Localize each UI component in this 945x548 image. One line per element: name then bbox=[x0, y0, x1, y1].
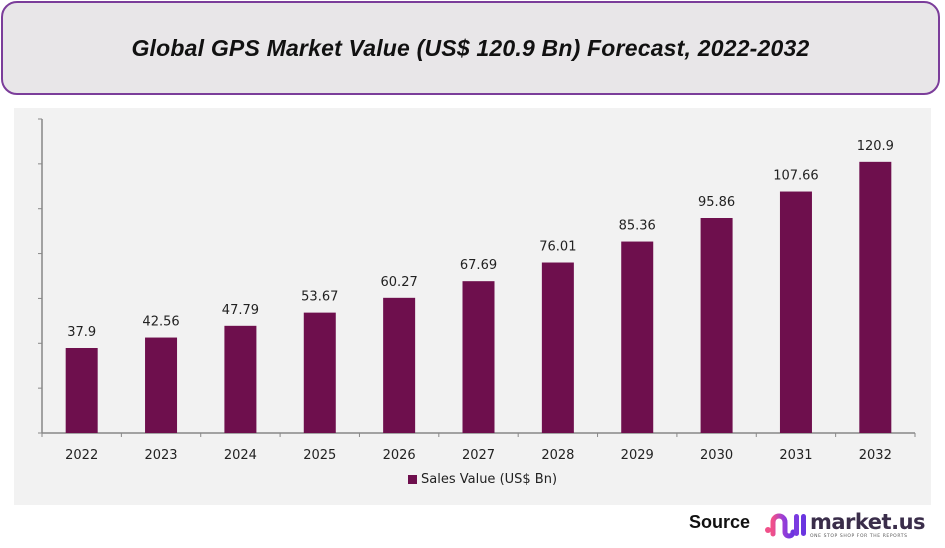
x-tick-label-2029: 2029 bbox=[621, 448, 654, 463]
source-label: Source bbox=[689, 512, 751, 532]
bar-2023 bbox=[145, 337, 178, 433]
bar-2027 bbox=[462, 281, 495, 433]
bar-label-2027: 67.69 bbox=[460, 258, 497, 273]
bar-label-2025: 53.67 bbox=[301, 290, 338, 305]
x-tick-label-2024: 2024 bbox=[224, 448, 257, 463]
legend: Sales Value (US$ Bn) bbox=[408, 472, 557, 487]
bar-label-2024: 47.79 bbox=[222, 303, 259, 318]
x-tick-label-2023: 2023 bbox=[144, 448, 177, 463]
x-axis bbox=[41, 432, 916, 437]
bars bbox=[65, 161, 892, 434]
bar-2030 bbox=[700, 217, 733, 433]
bar-label-2031: 107.66 bbox=[773, 169, 819, 184]
x-tick-label-2028: 2028 bbox=[541, 448, 574, 463]
bar-label-2022: 37.9 bbox=[67, 325, 96, 340]
bar-label-2030: 95.86 bbox=[698, 195, 735, 210]
y-axis bbox=[38, 118, 43, 434]
chart-title: Global GPS Market Value (US$ 120.9 Bn) F… bbox=[131, 34, 810, 61]
bar-2022 bbox=[65, 347, 98, 433]
bar-2026 bbox=[383, 297, 416, 433]
x-tick-label-2032: 2032 bbox=[859, 448, 892, 463]
bar-label-2029: 85.36 bbox=[619, 219, 656, 234]
x-tick-label-2027: 2027 bbox=[462, 448, 495, 463]
logo-name: market.us bbox=[810, 510, 926, 534]
x-tick-label-2025: 2025 bbox=[303, 448, 336, 463]
x-tick-label-2026: 2026 bbox=[383, 448, 416, 463]
legend-swatch bbox=[408, 475, 417, 484]
bar-2032 bbox=[859, 161, 892, 434]
bar-2028 bbox=[541, 262, 574, 433]
bar-label-2023: 42.56 bbox=[142, 315, 179, 330]
bar-2031 bbox=[779, 191, 812, 433]
bar-label-2026: 60.27 bbox=[381, 275, 418, 290]
logo-tagline: ONE STOP SHOP FOR THE REPORTS bbox=[810, 534, 908, 539]
chart-title-box: Global GPS Market Value (US$ 120.9 Bn) F… bbox=[1, 1, 940, 95]
bar-2024 bbox=[224, 325, 257, 433]
x-tick-label-2031: 2031 bbox=[779, 448, 812, 463]
x-tick-label-2030: 2030 bbox=[700, 448, 733, 463]
bar-label-2028: 76.01 bbox=[539, 240, 576, 255]
market-us-logo-icon bbox=[765, 513, 806, 539]
market-us-logo: market.us ONE STOP SHOP FOR THE REPORTS bbox=[764, 508, 926, 542]
bar-labels: 37.9 42.56 47.79 53.67 60.27 67.69 76.01 85.36 9… bbox=[67, 139, 894, 340]
bar-label-2032: 120.9 bbox=[857, 139, 894, 154]
bar-2025 bbox=[303, 312, 336, 433]
x-tick-labels: 2022 2023 2024 2025 2026 2027 2028 2029 2030 2031… bbox=[65, 448, 892, 463]
legend-label: Sales Value (US$ Bn) bbox=[421, 472, 558, 487]
bar-2029 bbox=[621, 241, 654, 433]
x-tick-label-2022: 2022 bbox=[65, 448, 98, 463]
